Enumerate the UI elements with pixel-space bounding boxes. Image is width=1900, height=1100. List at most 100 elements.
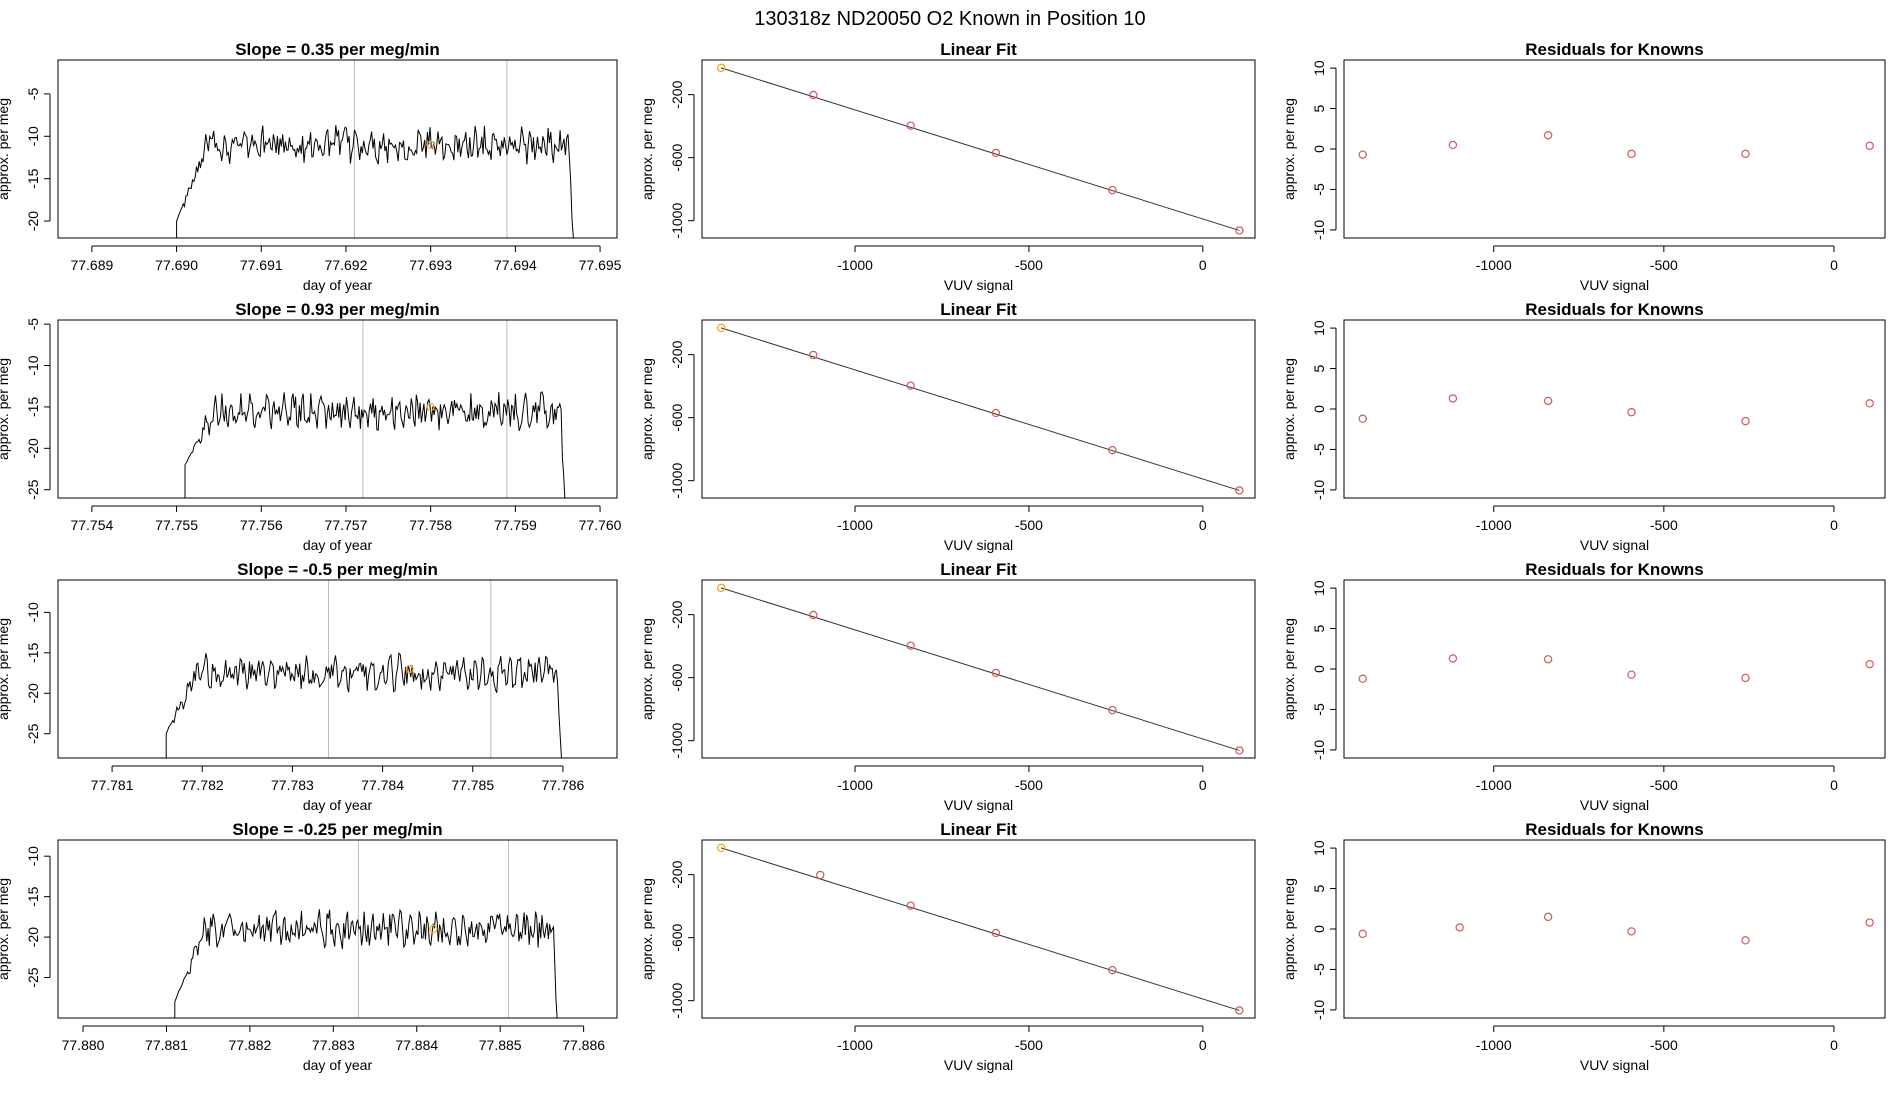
x-tick-label: 77.694 bbox=[494, 257, 537, 273]
page-title: 130318z ND20050 O2 Known in Position 10 bbox=[754, 8, 1145, 30]
panel-fit3: Linear Fit VUV signal approx. per meg -1000… bbox=[639, 560, 1256, 813]
plot-frame bbox=[1343, 59, 1886, 239]
y-tick-label: -1000 bbox=[669, 203, 685, 239]
panel-res1: Residuals for Knowns VUV signal approx. pe… bbox=[1281, 40, 1886, 293]
data-point bbox=[1741, 936, 1750, 945]
data-point bbox=[991, 668, 1001, 678]
x-tick-label: -1000 bbox=[1476, 257, 1512, 273]
panel-title: Slope = 0.35 per meg/min bbox=[235, 40, 440, 59]
x-tick-label: 77.881 bbox=[145, 1037, 188, 1053]
y-tick-label: 5 bbox=[1311, 884, 1327, 892]
y-tick-label: 10 bbox=[1311, 320, 1327, 336]
panel-ts4: Slope = -0.25 per meg/min day of year appr… bbox=[0, 820, 618, 1073]
highlight-point bbox=[426, 140, 435, 149]
highlight-point bbox=[429, 924, 438, 934]
x-tick-label: 77.759 bbox=[494, 517, 537, 533]
data-point bbox=[1235, 1006, 1244, 1015]
x-tick-label: 77.884 bbox=[395, 1037, 438, 1053]
y-tick-label: -15 bbox=[25, 168, 41, 188]
data-point bbox=[1865, 659, 1874, 669]
plot-frame bbox=[57, 59, 618, 239]
x-tick-label: -1000 bbox=[837, 1037, 873, 1053]
data-point bbox=[1741, 416, 1750, 426]
data-point bbox=[1108, 965, 1117, 975]
x-axis-label: VUV signal bbox=[1580, 797, 1649, 813]
data-point bbox=[1108, 185, 1117, 195]
data-point bbox=[1741, 149, 1750, 159]
data-point bbox=[716, 63, 726, 73]
y-axis-label: approx. per meg bbox=[1281, 98, 1297, 200]
x-tick-label: 77.691 bbox=[240, 257, 283, 273]
y-axis-label: approx. per meg bbox=[1281, 358, 1297, 460]
plot-frame bbox=[701, 59, 1256, 239]
plot-frame bbox=[57, 319, 618, 499]
fit-line bbox=[720, 327, 1240, 491]
y-tick-label: -10 bbox=[1311, 480, 1327, 500]
x-tick-label: -1000 bbox=[1476, 517, 1512, 533]
y-axis-label: approx. per meg bbox=[0, 618, 11, 720]
plot-frame bbox=[57, 839, 618, 1019]
y-tick-label: 10 bbox=[1311, 60, 1327, 76]
panel-title: Residuals for Knowns bbox=[1525, 560, 1704, 579]
panel-title: Slope = 0.93 per meg/min bbox=[235, 300, 440, 319]
data-point bbox=[1448, 140, 1458, 150]
y-axis-label: approx. per meg bbox=[639, 618, 655, 720]
data-point bbox=[809, 90, 818, 100]
panel-title: Residuals for Knowns bbox=[1525, 300, 1704, 319]
data-point bbox=[906, 901, 915, 910]
panel-title: Residuals for Knowns bbox=[1525, 40, 1704, 59]
data-point bbox=[906, 381, 915, 390]
data-point bbox=[1235, 486, 1244, 495]
x-tick-label: 77.785 bbox=[451, 777, 494, 793]
data-point bbox=[1448, 394, 1458, 403]
data-point bbox=[1627, 927, 1636, 936]
x-tick-label: 0 bbox=[1199, 777, 1207, 793]
panel-ts1: Slope = 0.35 per meg/min day of year appro… bbox=[0, 40, 622, 293]
y-tick-label: -25 bbox=[25, 723, 41, 743]
x-tick-label: 77.693 bbox=[409, 257, 452, 273]
y-tick-label: -20 bbox=[25, 683, 41, 703]
y-axis-label: approx. per meg bbox=[1281, 878, 1297, 980]
data-point bbox=[716, 843, 726, 853]
y-tick-label: -600 bbox=[669, 403, 685, 431]
x-tick-label: 77.755 bbox=[155, 517, 198, 533]
y-tick-label: -600 bbox=[669, 923, 685, 951]
y-tick-label: -15 bbox=[25, 397, 41, 417]
y-tick-label: -600 bbox=[669, 663, 685, 691]
y-tick-label: -20 bbox=[25, 211, 41, 231]
data-point bbox=[809, 350, 818, 360]
panel-fit2: Linear Fit VUV signal approx. per meg -1000… bbox=[639, 300, 1256, 553]
data-point bbox=[1455, 923, 1464, 932]
highlight-point bbox=[405, 664, 414, 674]
x-tick-label: 77.690 bbox=[155, 257, 198, 273]
y-tick-label: -600 bbox=[669, 143, 685, 171]
y-tick-label: -10 bbox=[1311, 220, 1327, 240]
y-axis-label: approx. per meg bbox=[0, 98, 11, 200]
x-axis-label: VUV signal bbox=[944, 1057, 1013, 1073]
data-point bbox=[1358, 414, 1367, 423]
y-tick-label: -5 bbox=[1311, 963, 1327, 976]
data-point bbox=[1627, 408, 1636, 417]
x-tick-label: -1000 bbox=[837, 777, 873, 793]
x-tick-label: 0 bbox=[1830, 1037, 1838, 1053]
x-tick-label: 77.689 bbox=[70, 257, 113, 273]
data-point bbox=[1543, 131, 1553, 140]
y-tick-label: -15 bbox=[25, 642, 41, 662]
panel-res4: Residuals for Knowns VUV signal approx. pe… bbox=[1281, 820, 1886, 1073]
y-tick-label: -10 bbox=[25, 355, 41, 375]
y-axis-label: approx. per meg bbox=[0, 358, 11, 460]
y-tick-label: -5 bbox=[1311, 703, 1327, 716]
data-point bbox=[1235, 746, 1244, 755]
panel-fit1: Linear Fit VUV signal approx. per meg -1000… bbox=[639, 40, 1256, 293]
y-axis-label: approx. per meg bbox=[639, 358, 655, 460]
x-tick-label: 0 bbox=[1830, 777, 1838, 793]
x-tick-label: 77.885 bbox=[479, 1037, 522, 1053]
plot-frame bbox=[1343, 319, 1886, 499]
x-axis-label: day of year bbox=[303, 797, 373, 813]
x-tick-label: 77.880 bbox=[62, 1037, 105, 1053]
plot-frame bbox=[1343, 579, 1886, 759]
data-point bbox=[716, 323, 726, 333]
x-tick-label: -500 bbox=[1650, 1037, 1678, 1053]
y-axis-label: approx. per meg bbox=[639, 98, 655, 200]
fit-line bbox=[720, 587, 1240, 751]
